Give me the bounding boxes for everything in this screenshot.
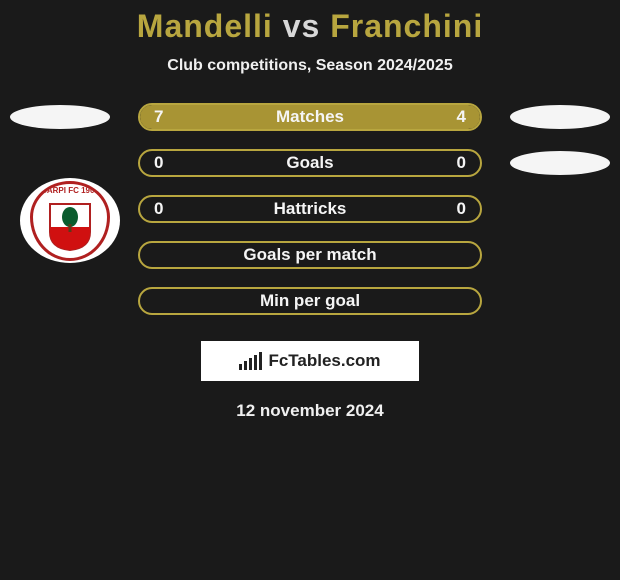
root: Mandelli vs Franchini Club competitions,… xyxy=(0,0,620,421)
footer-brand-box: FcTables.com xyxy=(201,341,419,381)
stat-label: Goals xyxy=(140,153,480,173)
stat-label: Goals per match xyxy=(140,245,480,265)
stat-label: Min per goal xyxy=(140,291,480,311)
date-text: 12 november 2024 xyxy=(0,401,620,421)
stat-label: Hattricks xyxy=(140,199,480,219)
stat-bar: 00Goals xyxy=(138,149,482,177)
stat-bar: 74Matches xyxy=(138,103,482,131)
player-badge-right xyxy=(510,105,610,129)
club-top-text: CARPI FC 1909 xyxy=(33,186,107,195)
bar-icon-segment xyxy=(259,352,262,370)
player1-name: Mandelli xyxy=(137,8,273,44)
bar-icon-segment xyxy=(239,364,242,370)
footer-brand-text: FcTables.com xyxy=(268,351,380,371)
player-badge-right xyxy=(510,151,610,175)
stat-label: Matches xyxy=(140,107,480,127)
vs-text: vs xyxy=(283,8,321,44)
bars-icon xyxy=(239,352,262,370)
stat-row: 00Goals xyxy=(0,149,620,177)
stat-row: 74Matches xyxy=(0,103,620,131)
bar-icon-segment xyxy=(254,355,257,370)
subtitle: Club competitions, Season 2024/2025 xyxy=(0,57,620,75)
bar-icon-segment xyxy=(249,358,252,370)
club-shield-icon xyxy=(48,202,92,252)
player-badge-left xyxy=(10,105,110,129)
stat-row: Min per goal xyxy=(0,287,620,315)
stat-bar: Goals per match xyxy=(138,241,482,269)
stat-bar: Min per goal xyxy=(138,287,482,315)
club-shield-outer: CARPI FC 1909 xyxy=(30,181,110,261)
stat-bar: 00Hattricks xyxy=(138,195,482,223)
bar-icon-segment xyxy=(244,361,247,370)
player2-name: Franchini xyxy=(330,8,483,44)
club-badge-left: CARPI FC 1909 xyxy=(20,178,120,263)
page-title: Mandelli vs Franchini xyxy=(0,8,620,45)
